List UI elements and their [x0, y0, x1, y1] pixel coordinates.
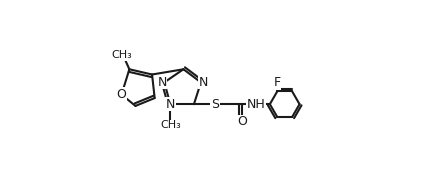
Text: NH: NH: [247, 98, 265, 111]
Text: F: F: [274, 76, 281, 89]
Text: O: O: [117, 88, 126, 101]
Text: N: N: [166, 98, 175, 111]
Text: O: O: [237, 115, 247, 128]
Text: CH₃: CH₃: [111, 50, 132, 60]
Text: N: N: [198, 76, 208, 89]
Text: N: N: [157, 76, 167, 89]
Text: CH₃: CH₃: [160, 120, 181, 130]
Text: S: S: [211, 98, 219, 111]
